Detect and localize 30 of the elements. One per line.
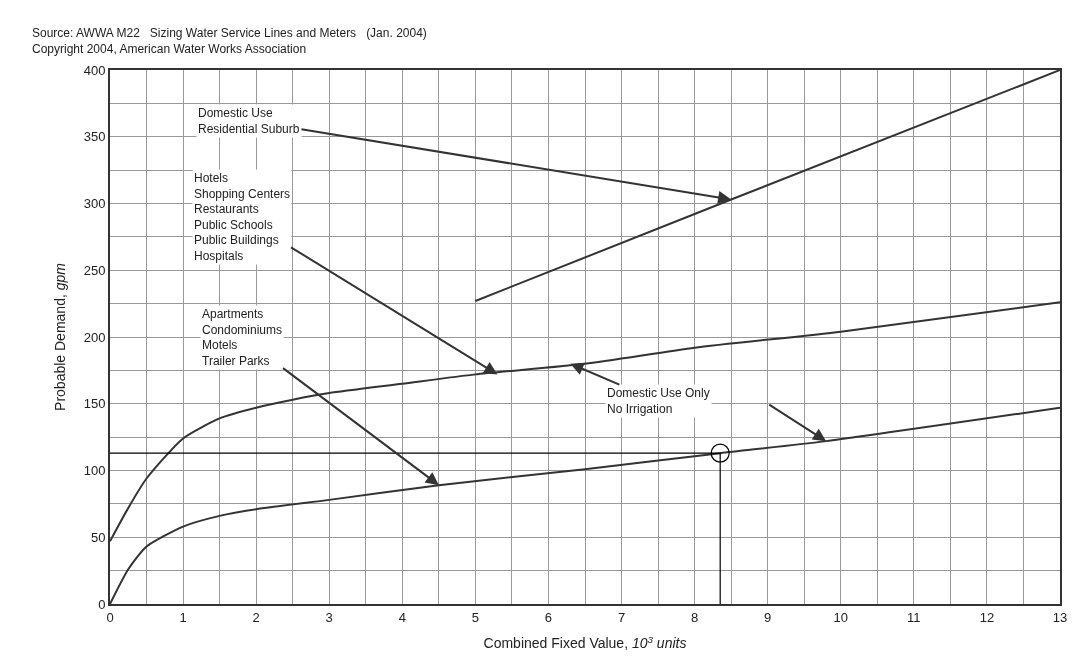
y-tick-label: 200	[83, 329, 106, 345]
x-tick-label: 6	[544, 609, 553, 625]
y-axis-title: Probable Demand, gpm	[51, 262, 68, 411]
y-tick-label: 0	[98, 596, 106, 612]
x-tick-label: 9	[764, 609, 772, 625]
x-tick-label: 5	[471, 609, 479, 625]
x-tick-label: 1	[179, 609, 187, 625]
y-tick-label: 350	[83, 129, 106, 145]
y-tick-label: 400	[83, 62, 106, 78]
y-tick-label: 100	[83, 463, 106, 479]
x-tick-label: 11	[907, 609, 921, 625]
y-tick-label: 50	[90, 529, 106, 545]
x-tick-label: 2	[252, 609, 260, 625]
chart-subtitle: Copyright 2004, American Water Works Association	[32, 41, 307, 56]
annotation: Hotels Shopping Centers Restaurants Public Schools Public Buildings Hospitals	[194, 171, 291, 263]
x-tick-label: 13	[1052, 609, 1068, 625]
y-tick-label: 150	[83, 396, 106, 412]
x-tick-label: 8	[691, 609, 699, 625]
x-tick-label: 12	[979, 609, 995, 625]
chart-title: Source: AWWA M22 Sizing Water Service Lines and Meters (Jan. 2004)	[32, 26, 427, 40]
annotation: Domestic Use Residential Suburb	[198, 106, 300, 136]
x-tick-label: 4	[398, 609, 406, 625]
y-tick-label: 300	[83, 196, 106, 212]
y-tick-label: 250	[83, 262, 106, 278]
annotation: Apartments Condominiums Motels Trailer Parks	[202, 307, 283, 368]
x-axis-title: Combined Fixed Value, 10$^{3}$ units	[483, 633, 687, 652]
x-tick-label: 3	[325, 609, 333, 625]
annotation: Domestic Use Only No Irrigation	[607, 386, 710, 416]
x-tick-label: 10	[833, 609, 848, 625]
x-tick-label: 7	[617, 609, 626, 625]
